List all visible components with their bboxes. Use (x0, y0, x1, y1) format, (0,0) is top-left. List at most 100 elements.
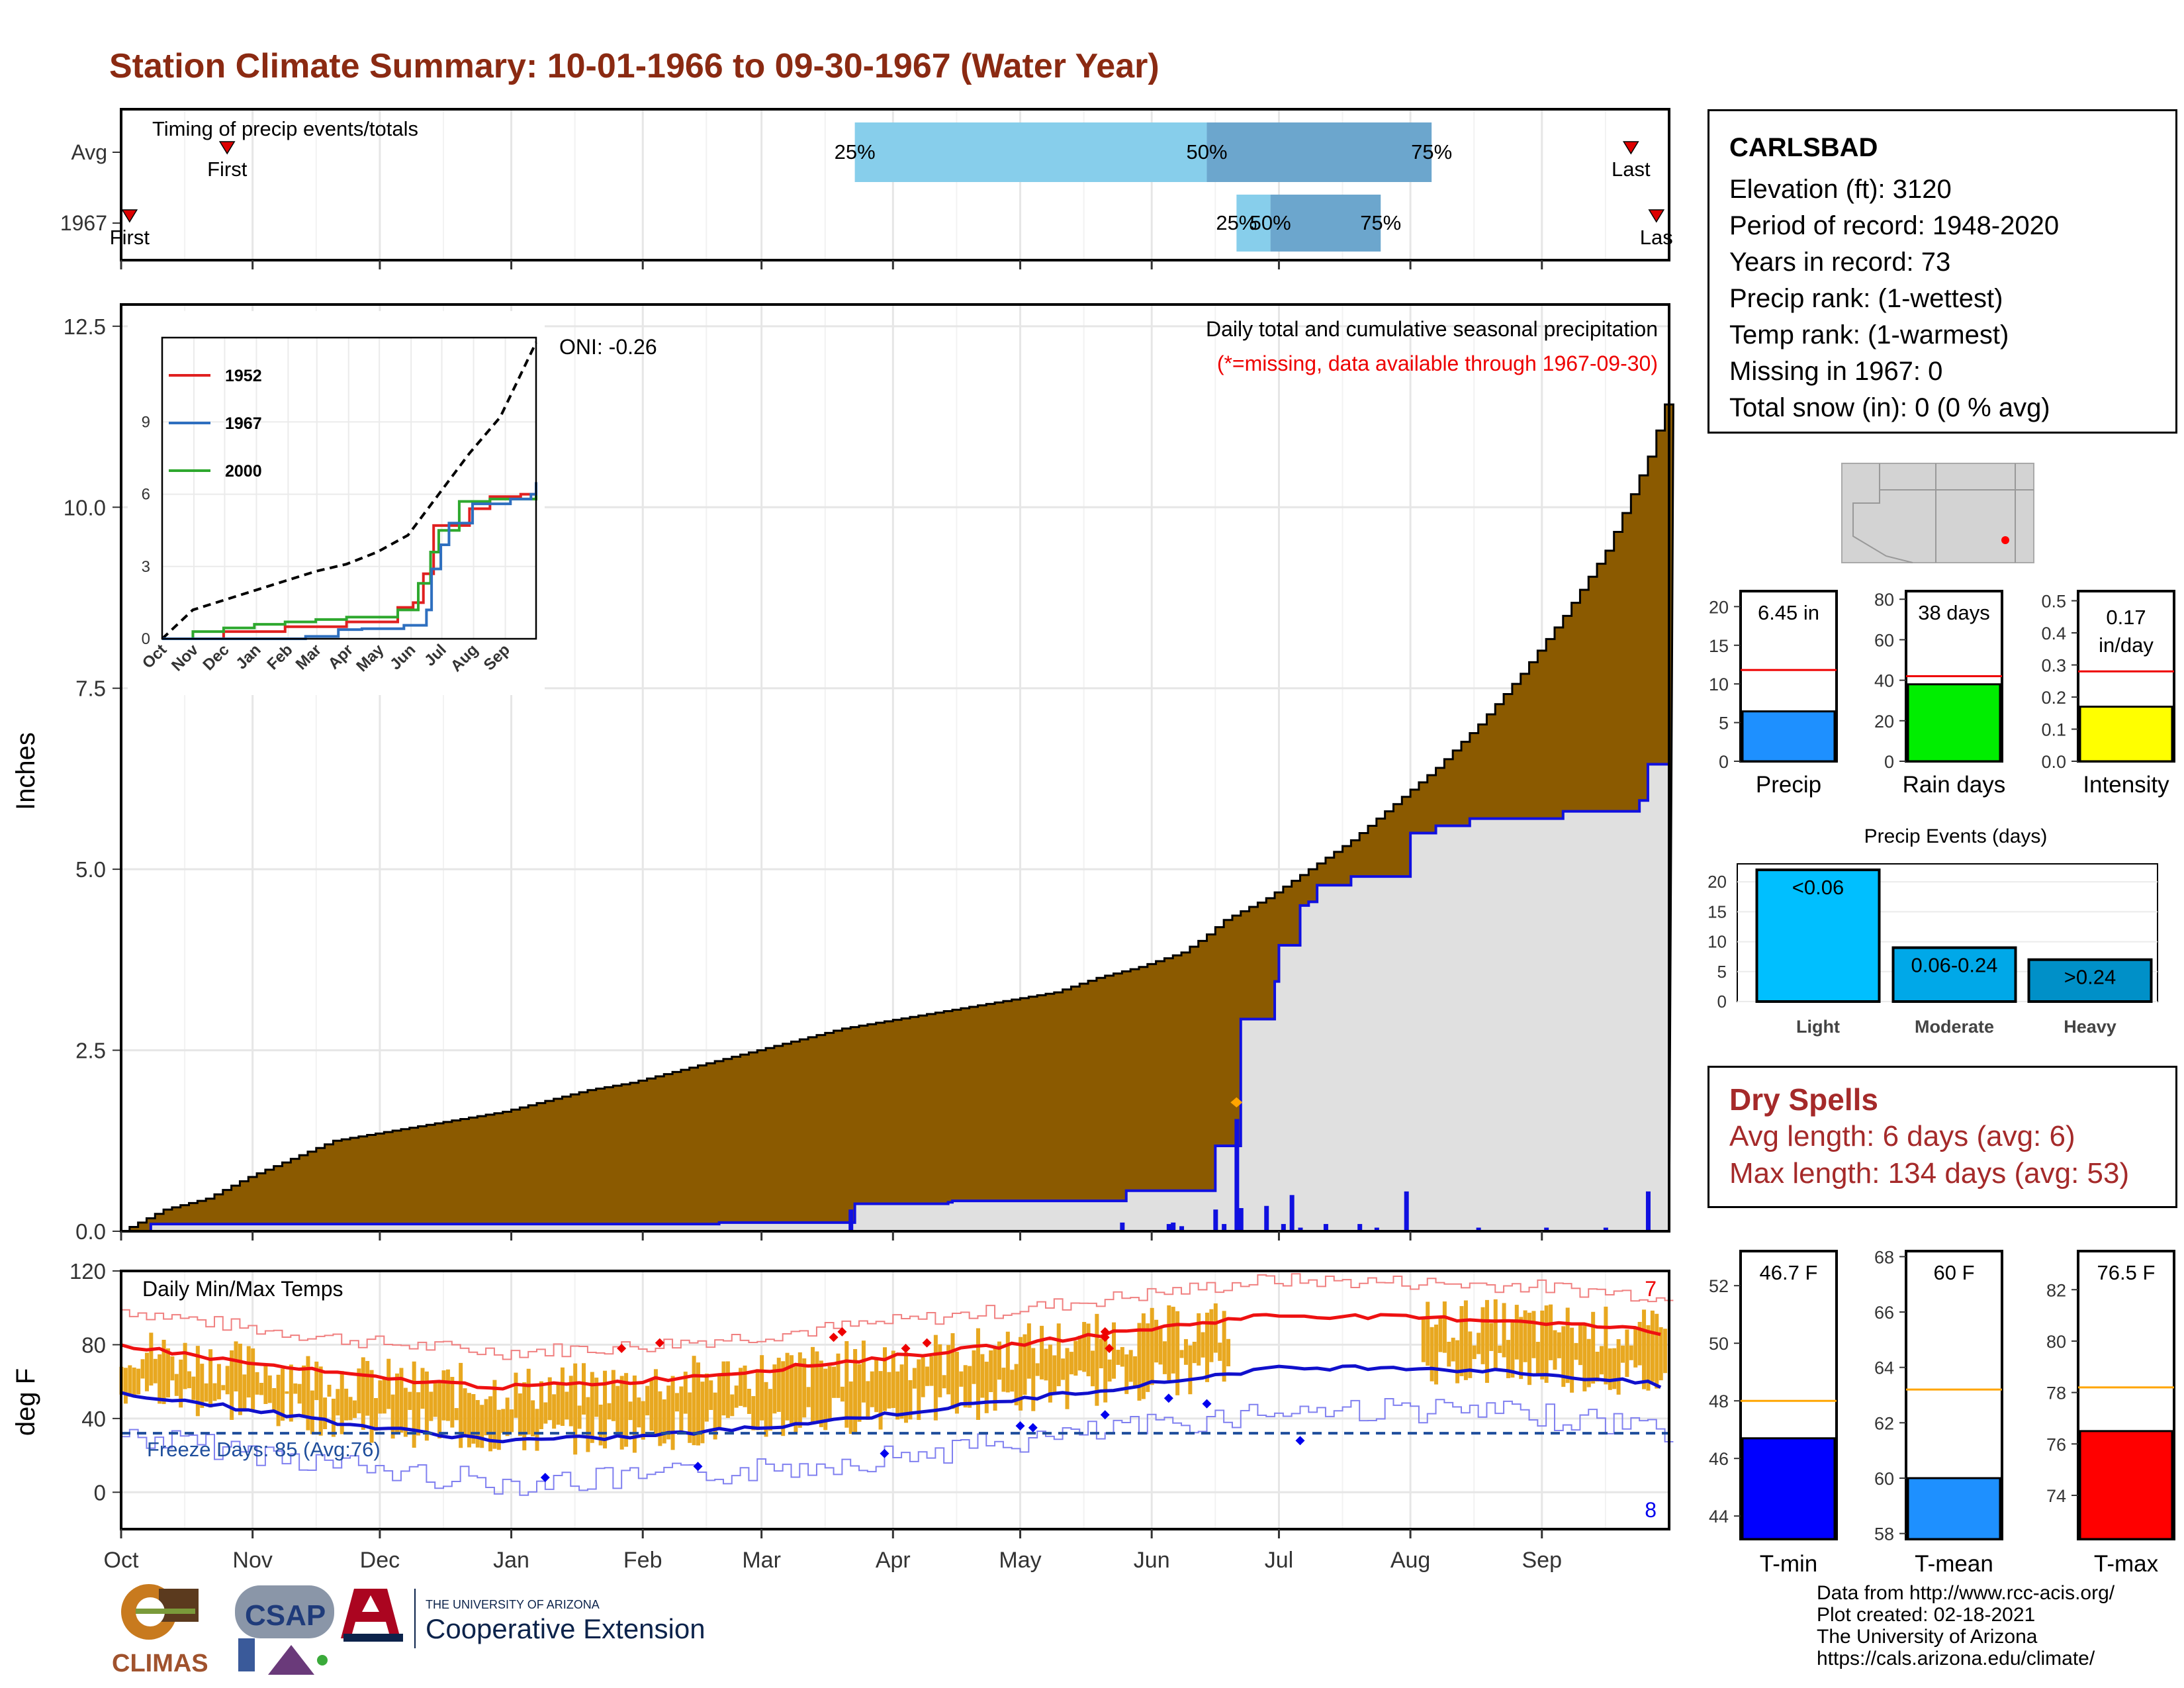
dry-spells-max: Max length: 134 days (avg: 53) (1729, 1157, 2130, 1190)
daily-temp-bar (1637, 1321, 1642, 1366)
temp-bar-tick-label: 50 (1709, 1334, 1729, 1354)
inset-y-tick-label: 6 (142, 486, 150, 504)
record-high-marker (655, 1338, 664, 1348)
daily-temp-bar (373, 1397, 378, 1431)
daily-precip-bar (1171, 1222, 1176, 1231)
daily-temp-bar (484, 1399, 488, 1436)
daily-temp-bar (1086, 1323, 1091, 1377)
daily-temp-bar (1209, 1309, 1214, 1362)
daily-temp-bar (764, 1382, 768, 1437)
daily-temp-bar (552, 1394, 557, 1429)
daily-temp-bar (1659, 1327, 1663, 1381)
record-high-marker (829, 1333, 839, 1342)
daily-precip-bar (1374, 1227, 1379, 1231)
daily-temp-bar (925, 1366, 930, 1386)
event-bar (1891, 946, 2017, 1003)
daily-temp-bar (191, 1376, 196, 1400)
daily-temp-bar (721, 1361, 726, 1416)
daily-temp-bar (1502, 1303, 1506, 1358)
daily-temp-bar (505, 1397, 510, 1436)
daily-temp-bar (1112, 1322, 1116, 1379)
daily-temp-bar (1090, 1350, 1095, 1387)
mini-bar-tick-label: 5 (1719, 714, 1729, 733)
daily-temp-bar (539, 1381, 543, 1429)
mini-bar-tick-label: 0.3 (2041, 656, 2066, 676)
credit-plot-created: Plot created: 02-18-2021 (1817, 1604, 2036, 1626)
daily-temp-bar (984, 1362, 989, 1413)
quartile-bar-lower (854, 122, 1207, 182)
temp-bar-label: T-max (2094, 1551, 2159, 1577)
credits: Data from http://www.rcc-acis.org/ Plot … (1817, 1582, 2115, 1669)
mini-bar-tick-label: 10 (1709, 675, 1729, 694)
daily-temp-bar (200, 1364, 205, 1408)
daily-temp-bar (866, 1381, 870, 1420)
daily-temp-bar (709, 1380, 713, 1410)
daily-temp-bar (1061, 1358, 1066, 1380)
daily-temp-bar (1455, 1340, 1460, 1383)
event-category-label: Moderate (1915, 1017, 1994, 1037)
timing-row-label: Avg (71, 140, 107, 164)
quartile-label-25: 25% (835, 140, 876, 164)
ua-name-text: THE UNIVERSITY OF ARIZONA (426, 1598, 600, 1611)
daily-temp-bar (1150, 1307, 1154, 1385)
quartile-bar-upper (1206, 122, 1432, 182)
daily-temp-bar (297, 1383, 302, 1404)
daily-temp-bar (598, 1404, 603, 1446)
daily-temp-bar (713, 1392, 717, 1440)
record-low-marker (1163, 1393, 1173, 1403)
daily-temp-bar (306, 1356, 310, 1430)
daily-precip-bar (1234, 1119, 1240, 1231)
mini-bar-value (1741, 710, 1836, 763)
daily-temp-bar (1167, 1305, 1171, 1381)
page-title: Station Climate Summary: 10-01-1966 to 0… (109, 47, 1160, 85)
daily-temp-bar (390, 1394, 395, 1439)
daily-temp-bar (267, 1375, 272, 1403)
oni-label: ONI: -0.26 (559, 335, 657, 359)
daily-temp-bar (1655, 1313, 1659, 1389)
temp-bar-value-label: 46.7 F (1760, 1261, 1818, 1284)
temp-bar-tick-label: 64 (1874, 1358, 1894, 1378)
daily-temp-bar (963, 1365, 968, 1408)
daily-temp-bar (144, 1352, 149, 1391)
year-cumulative-area (121, 764, 1669, 1231)
daily-temp-bar (403, 1387, 408, 1437)
daily-temp-bar (128, 1365, 132, 1397)
daily-temp-bar (187, 1371, 192, 1389)
daily-temp-bar (700, 1382, 705, 1444)
daily-temp-bar (1434, 1325, 1439, 1385)
dry-spells-avg: Avg length: 6 days (avg: 6) (1729, 1120, 2075, 1152)
record-low-marker (540, 1473, 550, 1482)
daily-temp-bar (285, 1391, 289, 1394)
daily-temp-bar (522, 1382, 527, 1450)
daily-temp-bar (717, 1376, 722, 1430)
inset-legend-label: 1952 (225, 367, 262, 385)
daily-temp-bar (1540, 1310, 1545, 1380)
quartile-bar-upper (1270, 195, 1381, 252)
daily-temp-bar (1183, 1338, 1188, 1365)
y-tick-label: 40 (81, 1407, 106, 1431)
y-tick-label: 80 (81, 1333, 106, 1357)
daily-temp-bar (1222, 1311, 1226, 1382)
daily-temp-bar (437, 1382, 442, 1438)
mini-bar-tick-label: 0.1 (2041, 720, 2066, 740)
month-label: Mar (742, 1548, 781, 1573)
daily-temp-bar (1069, 1352, 1073, 1375)
daily-temp-bar (768, 1389, 772, 1431)
daily-temp-bar (263, 1364, 268, 1404)
daily-temp-bar (1218, 1342, 1222, 1361)
record-high-marker (922, 1338, 932, 1348)
precip-y-axis-label: Inches (11, 732, 40, 810)
daily-precip-bar (1222, 1224, 1227, 1231)
daily-temp-bar (836, 1353, 841, 1398)
daily-temp-bar (1052, 1355, 1057, 1395)
precip-frame (120, 303, 1670, 1233)
daily-temp-bar (662, 1399, 666, 1444)
daily-temp-bar (692, 1356, 696, 1446)
temp-bar-label: T-mean (1915, 1551, 1993, 1577)
daily-temp-bar (921, 1357, 925, 1397)
daily-temp-bar (912, 1368, 917, 1389)
daily-temp-bar (811, 1346, 815, 1423)
daily-temp-bar (565, 1391, 569, 1420)
